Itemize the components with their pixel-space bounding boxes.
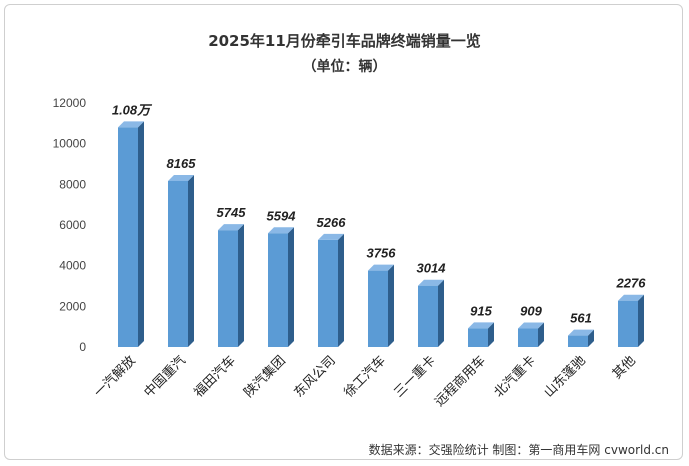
bar-side [438,279,444,347]
y-tick-label: 8000 [59,177,86,191]
category-label: 其他 [610,353,639,382]
bar-top [318,233,344,240]
y-tick-label: 6000 [59,218,86,232]
bars [118,121,644,348]
data-label: 5594 [267,208,297,223]
data-label: 3014 [417,261,447,276]
chart-title: 2025年11月份牵引车品牌终端销量一览 [208,32,481,50]
bar-side [338,233,344,347]
bar-front [568,335,588,347]
bar-top [618,294,644,301]
y-axis: 0 2000 4000 6000 8000 10000 12000 [53,96,87,354]
data-label: 915 [470,303,492,318]
category-label: 徐工汽车 [341,353,389,401]
category-label: 陕汽集团 [241,353,289,401]
bar-side [138,121,144,348]
data-label: 909 [520,304,542,319]
bar-side [288,227,294,347]
bar [418,279,444,347]
data-label: 5266 [317,215,347,230]
y-tick-label: 12000 [53,96,87,110]
y-tick-label: 0 [79,340,86,354]
category-label: 三一重卡 [391,353,439,401]
data-labels: 1.08万 8165 5745 5594 5266 3756 3014 915 909 561 22… [112,102,646,325]
bar-top [468,322,494,329]
data-label: 3756 [367,246,397,261]
bar-top [168,174,194,181]
bar-front [418,285,438,347]
data-label: 8165 [167,156,197,171]
bar [218,224,244,347]
bar [468,322,494,347]
bar-top [418,279,444,286]
chart-frame [4,4,683,460]
bar-front [618,300,638,347]
bar-side [238,224,244,347]
bar [368,264,394,347]
bar-side [388,264,394,347]
bar-top [368,264,394,271]
category-label: 山东蓬驰 [541,353,588,400]
source-footer: 数据来源：交强险统计 制图：第一商用车网 cvworld.cn [368,443,669,457]
bar-front [368,270,388,347]
bar-top [118,121,144,128]
bar-top [218,224,244,231]
category-label: 一汽解放 [91,353,138,400]
category-label: 远程商用车 [432,353,489,410]
bar-front [518,328,538,347]
y-tick-label: 4000 [59,259,86,273]
y-tick-label: 2000 [59,299,86,313]
bar-front [168,180,188,347]
category-label: 福田汽车 [191,353,239,401]
category-label: 北汽重卡 [491,353,539,401]
bar-front [118,127,138,348]
data-label: 5745 [217,205,247,220]
bar-top [518,322,544,329]
category-label: 中国重汽 [141,353,189,401]
category-label: 东风公司 [291,353,338,400]
bar-front [468,328,488,347]
bar [168,174,194,347]
data-label: 1.08万 [112,102,153,117]
bar-side [588,329,594,347]
chart-subtitle: （单位：辆） [302,59,387,75]
bar [568,329,594,347]
bar-side [538,322,544,347]
bar [318,233,344,347]
bar-side [488,322,494,347]
bar [118,121,144,348]
data-label: 561 [570,311,592,326]
bar [268,227,294,347]
bar-side [188,174,194,347]
bar [518,322,544,347]
bar-top [568,329,594,336]
bar-front [268,233,288,347]
y-tick-label: 10000 [53,137,87,151]
bar-top [268,227,294,234]
bar-front [218,230,238,347]
bar-side [638,294,644,347]
data-label: 2276 [616,276,647,291]
bar-front [318,239,338,347]
bar [618,294,644,347]
